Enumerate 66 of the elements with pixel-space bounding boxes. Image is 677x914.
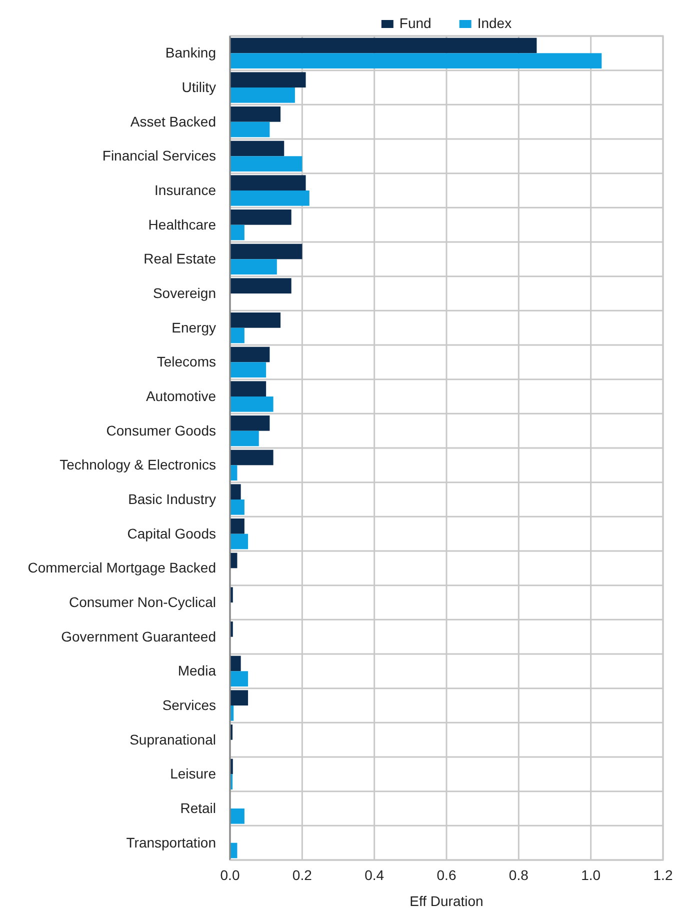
bar xyxy=(230,140,284,156)
bar xyxy=(230,484,241,500)
bar xyxy=(230,122,270,138)
legend-label: Index xyxy=(477,15,512,31)
bar xyxy=(230,328,244,344)
y-tick-label: Transportation xyxy=(126,834,216,850)
bar xyxy=(230,534,248,550)
bar xyxy=(230,346,270,362)
bar xyxy=(230,656,241,672)
y-tick-label: Leisure xyxy=(170,766,216,782)
bar xyxy=(230,190,310,206)
y-tick-label: Asset Backed xyxy=(130,113,216,130)
bar xyxy=(230,156,302,172)
y-tick-label: Sovereign xyxy=(152,284,216,301)
bar xyxy=(230,500,244,515)
bar xyxy=(230,381,266,396)
y-tick-label: Insurance xyxy=(154,182,216,198)
y-tick-label: Basic Industry xyxy=(128,490,216,507)
y-tick-label: Consumer Goods xyxy=(106,422,216,438)
y-tick-label: Financial Services xyxy=(102,148,216,164)
y-tick-label: Healthcare xyxy=(148,216,216,232)
bar xyxy=(230,175,306,190)
bar xyxy=(230,106,281,122)
bar xyxy=(230,362,266,378)
y-tick-label: Services xyxy=(162,696,216,713)
y-tick-label: Energy xyxy=(172,319,216,336)
bar xyxy=(230,808,244,824)
x-tick-label: 0.0 xyxy=(220,866,240,883)
x-tick-label: 1.0 xyxy=(581,866,601,883)
bar xyxy=(230,224,244,240)
y-tick-label: Technology & Electronics xyxy=(60,456,216,473)
x-tick-label: 1.2 xyxy=(653,866,673,883)
y-tick-label: Real Estate xyxy=(144,250,216,267)
x-axis-title: Eff Duration xyxy=(410,893,484,909)
bar xyxy=(230,518,244,534)
bar xyxy=(230,244,302,260)
y-tick-label: Telecoms xyxy=(156,354,216,370)
y-tick-label: Consumer Non-Cyclical xyxy=(68,594,216,610)
bar xyxy=(230,312,281,328)
x-tick-label: 0.6 xyxy=(436,866,456,883)
bar xyxy=(230,210,292,225)
y-tick-label: Commercial Mortgage Backed xyxy=(28,560,216,576)
x-tick-label: 0.8 xyxy=(508,866,529,883)
y-tick-label: Capital Goods xyxy=(127,525,216,542)
bar xyxy=(230,671,248,686)
bar xyxy=(230,278,292,294)
legend-label: Fund xyxy=(399,15,432,31)
x-tick-label: 0.2 xyxy=(292,866,312,883)
y-tick-label: Retail xyxy=(180,800,216,816)
bar xyxy=(230,53,602,68)
y-tick-label: Banking xyxy=(165,44,216,61)
y-tick-label: Media xyxy=(178,662,216,679)
y-tick-label: Government Guaranteed xyxy=(61,628,216,644)
bar xyxy=(230,38,537,54)
y-tick-label: Utility xyxy=(182,78,216,95)
x-tick-label: 0.4 xyxy=(364,866,384,883)
bar xyxy=(230,396,274,412)
bar xyxy=(230,430,259,446)
bar xyxy=(230,450,274,466)
y-tick-label: Automotive xyxy=(146,388,216,404)
y-tick-label: Supranational xyxy=(130,731,216,748)
bar xyxy=(230,259,277,274)
bar xyxy=(230,690,248,706)
bar xyxy=(230,88,295,103)
bar xyxy=(230,416,270,431)
bar xyxy=(230,72,306,88)
